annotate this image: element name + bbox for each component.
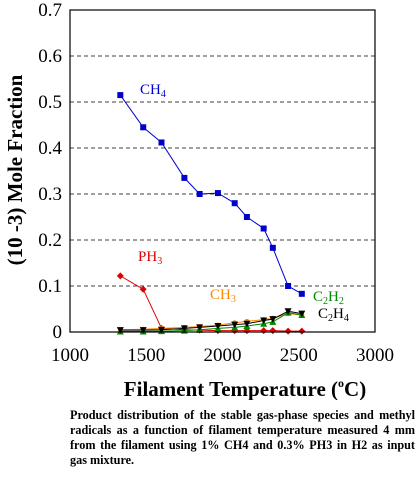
y-tick-label-4: 0.4 bbox=[38, 138, 62, 159]
x-tick-label-0: 1000 bbox=[51, 345, 89, 366]
series-4-point-10 bbox=[284, 308, 292, 315]
y-tick-label-7: 0.7 bbox=[38, 0, 62, 21]
series-4-point-8 bbox=[260, 317, 268, 324]
series-0-point-8 bbox=[260, 225, 267, 232]
series-4-point-7 bbox=[243, 320, 251, 328]
x-axis-title: Filament Temperature (oC) bbox=[124, 376, 366, 400]
series-4-point-6 bbox=[231, 321, 239, 329]
series-4-point-4 bbox=[196, 324, 204, 331]
series-3-line bbox=[120, 312, 302, 333]
x-axis-title-degree: o bbox=[338, 376, 344, 390]
series-4-point-11 bbox=[298, 310, 306, 318]
series-4-point-1 bbox=[139, 327, 147, 334]
series-label-0: CH4 bbox=[140, 82, 166, 100]
series-0-line bbox=[119, 94, 303, 295]
figure-caption: Product distribution of the stable gas-p… bbox=[70, 408, 415, 467]
x-tick-label-2: 2000 bbox=[204, 345, 242, 366]
series-0-point-2 bbox=[158, 139, 165, 146]
series-1-point-11 bbox=[298, 327, 306, 335]
series-1-point-10 bbox=[284, 327, 292, 335]
grid-lines bbox=[70, 55, 375, 287]
series-4-point-2 bbox=[158, 326, 165, 334]
y-tick-label-2: 0.2 bbox=[38, 230, 62, 251]
series-4-point-0 bbox=[116, 327, 124, 334]
series-1-point-1 bbox=[139, 285, 147, 293]
series-0-point-10 bbox=[285, 283, 292, 289]
series-label-4: C2H4 bbox=[318, 306, 349, 324]
series-label-3: C2H2 bbox=[313, 289, 344, 307]
x-tick-label-3: 2500 bbox=[280, 345, 318, 366]
y-tick-label-6: 0.6 bbox=[38, 46, 62, 67]
tick-labels: 0 0.1 0.2 0.3 0.4 0.5 0.6 0.7 1000 1500 2000 2500 30… bbox=[38, 0, 394, 366]
series-0-point-9 bbox=[269, 244, 276, 251]
x-tick-label-1: 1500 bbox=[127, 345, 165, 366]
y-tick-label-5: 0.5 bbox=[38, 92, 62, 113]
y-axis-title: (10 -3) Mole Fraction bbox=[3, 74, 27, 265]
series-0 bbox=[117, 92, 305, 297]
series-4 bbox=[116, 308, 306, 334]
plot-frame bbox=[69, 9, 376, 333]
series-1-point-8 bbox=[260, 327, 268, 335]
series-label-2: CH3 bbox=[210, 287, 236, 305]
series-4-point-3 bbox=[180, 325, 188, 332]
series-4-point-5 bbox=[214, 323, 222, 330]
y-tick-label-3: 0.3 bbox=[38, 184, 62, 205]
series-4-point-9 bbox=[269, 316, 277, 323]
x-axis-title-main: Filament Temperature ( bbox=[124, 377, 338, 400]
series-0-point-1 bbox=[140, 124, 147, 131]
series-0-point-4 bbox=[196, 191, 203, 197]
series-0-point-11 bbox=[298, 290, 305, 297]
series-label-1: PH3 bbox=[138, 249, 162, 267]
series-1-point-9 bbox=[269, 327, 277, 335]
x-axis-title-end: C) bbox=[344, 377, 366, 400]
y-tick-label-0: 0 bbox=[53, 322, 63, 343]
series-1-point-0 bbox=[116, 272, 124, 280]
series-0-point-5 bbox=[214, 190, 221, 197]
series-0-point-3 bbox=[181, 174, 188, 181]
chart: 0 0.1 0.2 0.3 0.4 0.5 0.6 0.7 1000 1500 2000 2500 30… bbox=[3, 0, 394, 400]
series-0-point-6 bbox=[231, 200, 238, 207]
x-tick-label-4: 3000 bbox=[356, 345, 394, 366]
series-0-point-7 bbox=[243, 214, 250, 220]
y-tick-label-1: 0.1 bbox=[38, 276, 62, 297]
series-0-point-0 bbox=[117, 92, 124, 99]
